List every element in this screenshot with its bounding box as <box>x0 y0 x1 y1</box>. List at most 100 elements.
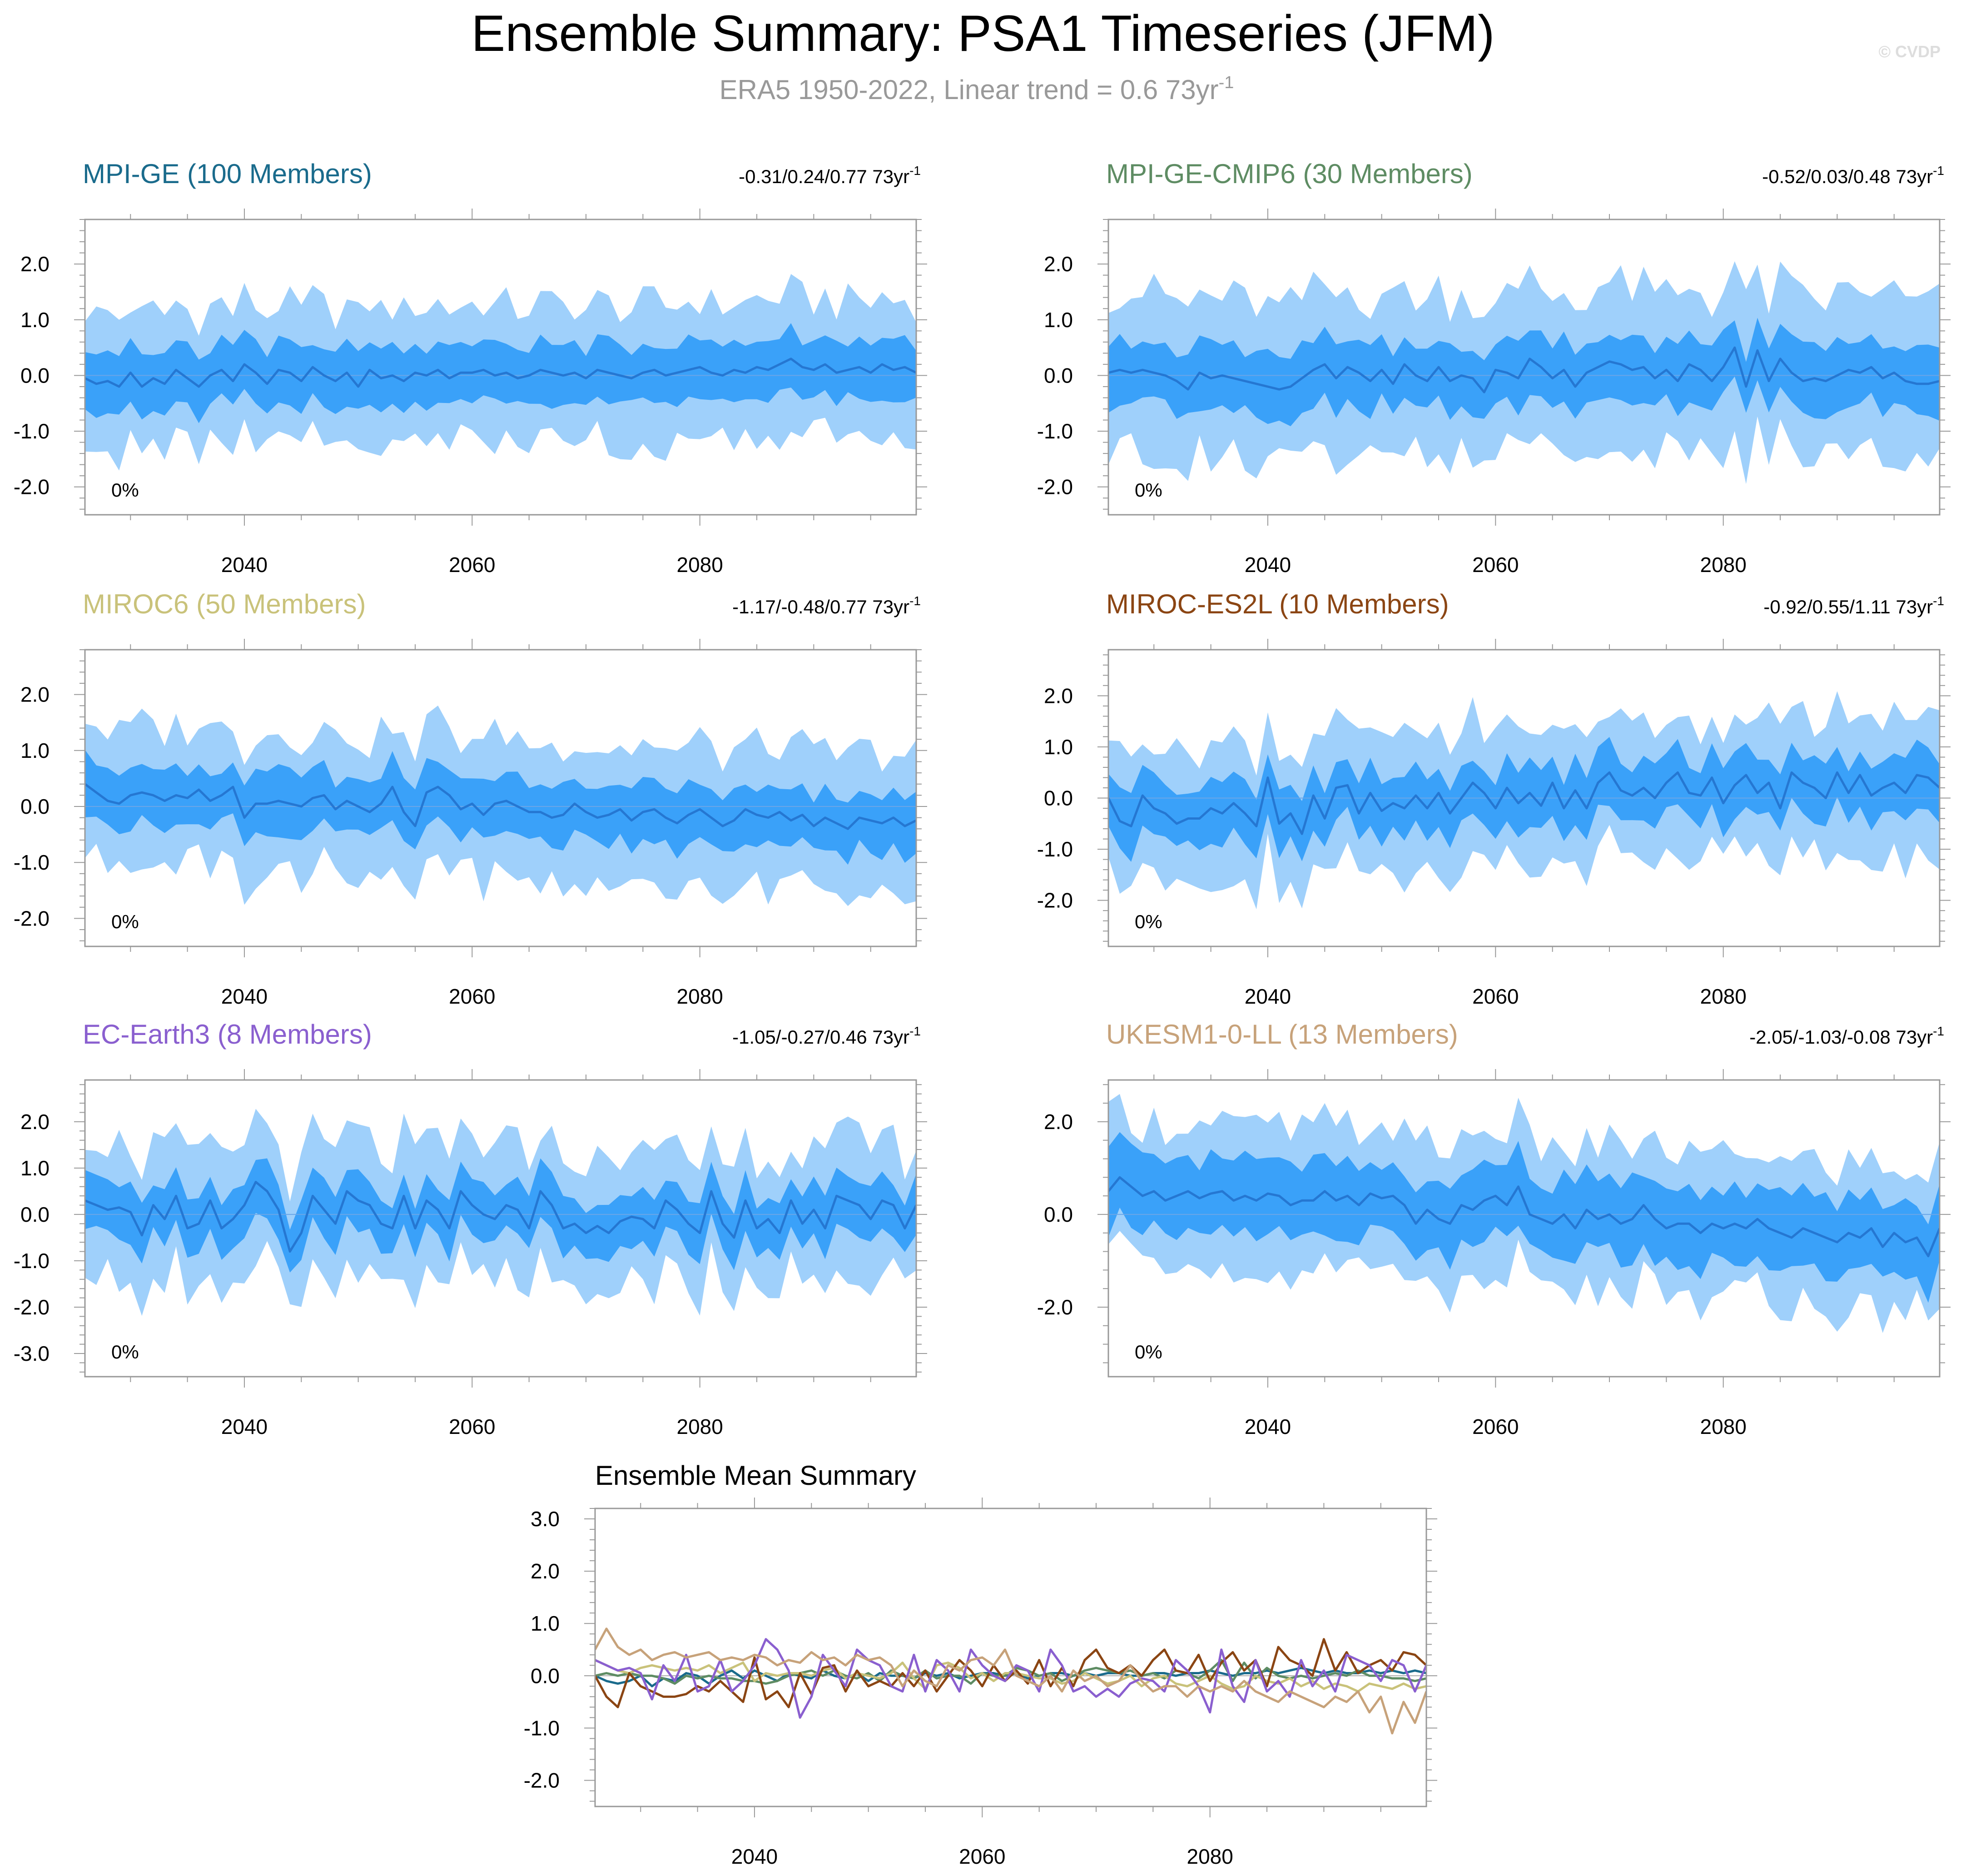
panel-miroc-es2l: MIROC-ES2L (10 Members) -0.92/0.55/1.11 7… <box>1037 589 1951 1008</box>
ensemble-median-line <box>1108 346 1940 393</box>
panel-trend: -2.05/-1.03/-0.08 73yr-1 <box>1749 1024 1944 1048</box>
ensemble-median-line <box>85 783 916 830</box>
x-tick-label: 2080 <box>677 1415 723 1438</box>
y-tick-label: -2.0 <box>14 906 50 930</box>
plot-area <box>1108 261 1940 484</box>
plot-frame <box>594 1508 1427 1807</box>
panel-title: MIROC6 (50 Members) <box>83 589 366 619</box>
trend-superscript: -1 <box>1933 1024 1944 1038</box>
plot-frame <box>1107 1079 1941 1378</box>
y-tick-label: 0.0 <box>20 795 50 818</box>
y-tick-label: -1.0 <box>1037 837 1073 861</box>
y-tick-label: 0.0 <box>20 363 50 387</box>
x-tick-label: 2040 <box>1245 985 1291 1008</box>
panel-title: MIROC-ES2L (10 Members) <box>1106 589 1449 619</box>
x-tick-label: 2060 <box>1472 1415 1519 1438</box>
x-tick-label: 2060 <box>449 553 495 577</box>
y-tick-label: 1.0 <box>20 308 50 332</box>
y-tick-label: -2.0 <box>1037 1295 1073 1319</box>
x-tick-label: 2080 <box>1700 1415 1747 1438</box>
trend-text: -1.05/-0.27/0.46 73yr <box>732 1026 909 1048</box>
plot-frame <box>1107 219 1941 516</box>
cvdp-watermark: © CVDP <box>1878 42 1941 61</box>
plot-frame <box>84 649 917 947</box>
y-tick-label: 1.0 <box>1044 735 1073 759</box>
y-tick-label: 0.0 <box>1044 1203 1073 1226</box>
panel-title: EC-Earth3 (8 Members) <box>83 1019 372 1050</box>
trend-text: -0.92/0.55/1.11 73yr <box>1763 596 1933 617</box>
plot-area <box>595 1627 1426 1735</box>
panel-ensemble-mean: Ensemble Mean Summary 3.0 2.0 1.0 0.0 -1.0 -2.… <box>524 1460 1437 1868</box>
inner-percentile-band <box>85 1158 916 1273</box>
panel-title: MPI-GE-CMIP6 (30 Members) <box>1106 159 1473 189</box>
y-tick-label: -2.0 <box>524 1768 560 1792</box>
panels-container: MPI-GE (100 Members) -0.31/0.24/0.77 73yr… <box>14 159 1951 1868</box>
panel-title: MPI-GE (100 Members) <box>83 159 372 189</box>
y-tick-label: -3.0 <box>14 1342 50 1365</box>
panel-miroc6: MIROC6 (50 Members) -1.17/-0.48/0.77 73yr… <box>14 589 927 1008</box>
plot-area <box>1108 1094 1940 1333</box>
x-tick-label: 2060 <box>449 985 495 1008</box>
y-tick-label: 2.0 <box>531 1559 560 1583</box>
y-tick-label: 2.0 <box>1044 684 1073 707</box>
plot-frame <box>84 219 917 516</box>
percent-label: 0% <box>1135 911 1162 932</box>
y-tick-label: 0.0 <box>531 1664 560 1687</box>
plot-frame <box>84 1079 917 1378</box>
y-tick-label: 2.0 <box>1044 252 1073 276</box>
ensemble-median-line <box>1108 771 1940 835</box>
x-tick-label: 2080 <box>677 553 723 577</box>
panel-trend: -0.52/0.03/0.48 73yr-1 <box>1762 164 1944 187</box>
percent-label: 0% <box>111 479 139 501</box>
y-tick-label: 0.0 <box>20 1203 50 1226</box>
x-tick-label: 2040 <box>221 985 268 1008</box>
trend-superscript: -1 <box>909 1024 921 1038</box>
y-tick-label: 1.0 <box>20 1156 50 1180</box>
y-tick-label: 2.0 <box>20 683 50 707</box>
trend-text: -0.31/0.24/0.77 73yr <box>739 166 909 187</box>
x-tick-label: 2040 <box>1245 1415 1291 1438</box>
inner-percentile-band <box>1108 318 1940 427</box>
panel-mpi-ge-cmip6: MPI-GE-CMIP6 (30 Members) -0.52/0.03/0.48… <box>1037 159 1951 577</box>
y-tick-label: -1.0 <box>14 419 50 443</box>
panel-trend: -1.17/-0.48/0.77 73yr-1 <box>732 594 921 617</box>
y-tick-label: -2.0 <box>1037 889 1073 912</box>
panel-title: UKESM1-0-LL (13 Members) <box>1106 1019 1458 1050</box>
figure-title: Ensemble Summary: PSA1 Timeseries (JFM) <box>472 5 1495 62</box>
y-tick-label: 2.0 <box>20 252 50 276</box>
percent-label: 0% <box>111 1341 139 1363</box>
x-tick-label: 2040 <box>1245 553 1291 577</box>
y-tick-label: -1.0 <box>524 1716 560 1740</box>
x-tick-label: 2060 <box>449 1415 495 1438</box>
subtitle-text: ERA5 1950-2022, Linear trend = 0.6 73yr <box>720 75 1219 105</box>
x-tick-label: 2060 <box>1472 985 1519 1008</box>
ensemble-median-line <box>85 358 916 388</box>
x-tick-label: 2060 <box>959 1845 1005 1868</box>
trend-superscript: -1 <box>909 164 921 178</box>
trend-superscript: -1 <box>1933 594 1944 608</box>
y-tick-label: 2.0 <box>1044 1110 1073 1134</box>
plot-area <box>85 274 916 471</box>
y-tick-label: 3.0 <box>531 1507 560 1531</box>
trend-superscript: -1 <box>909 594 921 608</box>
y-tick-label: -2.0 <box>1037 475 1073 499</box>
x-tick-label: 2080 <box>677 985 723 1008</box>
y-tick-label: 2.0 <box>20 1110 50 1134</box>
trend-text: -0.52/0.03/0.48 73yr <box>1762 166 1933 187</box>
x-tick-label: 2040 <box>731 1845 778 1868</box>
panel-trend: -0.92/0.55/1.11 73yr-1 <box>1763 594 1944 617</box>
trend-superscript: -1 <box>1933 164 1944 178</box>
y-tick-label: -1.0 <box>1037 419 1073 443</box>
y-tick-label: -2.0 <box>14 475 50 499</box>
y-tick-label: 1.0 <box>20 739 50 762</box>
panel-title: Ensemble Mean Summary <box>595 1460 916 1491</box>
percent-label: 0% <box>1135 479 1162 501</box>
y-tick-label: 1.0 <box>1044 308 1073 332</box>
percent-label: 0% <box>111 911 139 932</box>
y-tick-label: -1.0 <box>14 851 50 874</box>
y-tick-label: 0.0 <box>1044 363 1073 387</box>
trend-text: -2.05/-1.03/-0.08 73yr <box>1749 1026 1933 1048</box>
panel-mpi-ge: MPI-GE (100 Members) -0.31/0.24/0.77 73yr… <box>14 159 927 577</box>
x-tick-label: 2040 <box>221 1415 268 1438</box>
